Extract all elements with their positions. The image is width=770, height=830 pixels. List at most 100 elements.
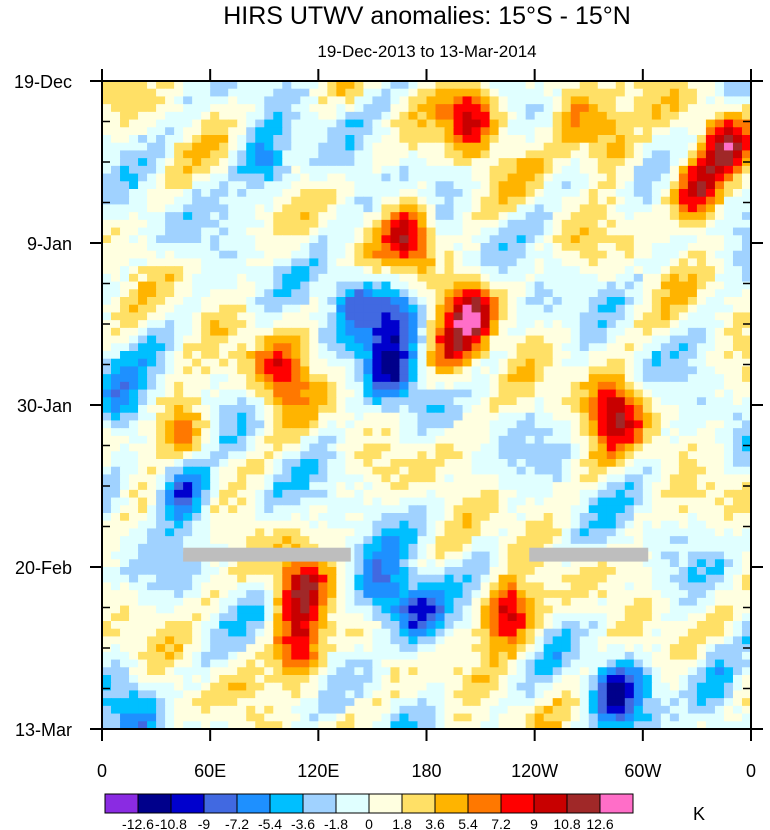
field-cell (363, 212, 374, 221)
field-cell (156, 351, 166, 360)
field-cell (426, 381, 437, 391)
field-cell (534, 343, 545, 352)
field-cell (129, 119, 139, 128)
field-cell (453, 443, 464, 452)
field-cell (390, 266, 401, 275)
field-cell (660, 219, 671, 229)
field-cell (282, 428, 292, 437)
field-cell (489, 273, 500, 283)
field-cell (606, 358, 617, 368)
field-cell (327, 567, 337, 576)
field-cell (741, 567, 752, 576)
field-cell (705, 574, 716, 584)
field-cell (219, 266, 229, 275)
field-cell (687, 196, 698, 206)
field-cell (444, 489, 455, 499)
field-cell (615, 196, 626, 206)
field-cell (705, 466, 716, 476)
field-cell (462, 343, 473, 352)
field-cell (381, 165, 392, 175)
field-cell (687, 420, 698, 429)
field-cell (597, 605, 608, 614)
field-cell (408, 374, 419, 383)
field-cell (651, 389, 662, 398)
field-cell (723, 351, 734, 360)
field-cell (723, 497, 734, 506)
field-cell (435, 189, 446, 198)
field-cell (300, 513, 310, 522)
field-cell (642, 165, 653, 175)
field-cell (417, 567, 428, 576)
field-cell (597, 81, 608, 90)
field-cell (291, 297, 301, 306)
field-cell (309, 536, 319, 545)
field-cell (156, 250, 166, 260)
field-cell (660, 459, 671, 468)
field-cell (381, 212, 392, 221)
field-cell (471, 111, 482, 121)
field-cell (237, 212, 247, 221)
field-cell (183, 289, 193, 298)
field-cell (147, 520, 157, 530)
field-cell (282, 343, 292, 352)
field-cell (111, 497, 121, 506)
field-cell (282, 358, 292, 368)
field-cell (552, 366, 563, 375)
field-cell (741, 466, 752, 476)
field-cell (705, 459, 716, 468)
field-cell (480, 289, 491, 298)
field-cell (381, 559, 392, 568)
field-cell (642, 397, 653, 406)
field-cell (426, 528, 437, 537)
field-cell (435, 451, 446, 460)
field-cell (255, 482, 265, 491)
field-cell (696, 119, 707, 128)
field-cell (363, 327, 374, 337)
field-cell (597, 88, 608, 98)
field-cell (606, 127, 617, 136)
field-cell (534, 235, 545, 244)
field-cell (696, 327, 707, 337)
field-cell (462, 358, 473, 368)
field-cell (444, 582, 455, 591)
field-cell (327, 273, 337, 283)
field-cell (678, 474, 689, 483)
field-cell (156, 451, 166, 460)
field-cell (138, 111, 148, 121)
field-cell (588, 397, 599, 406)
field-cell (426, 428, 437, 437)
field-cell (300, 304, 310, 314)
field-cell (345, 165, 355, 175)
field-cell (552, 412, 563, 422)
field-cell (390, 312, 401, 321)
field-cell (453, 559, 464, 568)
field-cell (192, 258, 202, 267)
field-cell (138, 127, 148, 136)
field-cell (516, 189, 527, 198)
field-cell (678, 127, 689, 136)
field-cell (291, 173, 301, 182)
field-cell (165, 605, 175, 614)
field-cell (327, 320, 337, 329)
field-cell (300, 281, 310, 290)
field-cell (534, 327, 545, 337)
field-cell (696, 304, 707, 314)
field-cell (588, 451, 599, 460)
field-cell (462, 435, 473, 445)
field-cell (201, 88, 211, 98)
field-cell (696, 142, 707, 152)
field-cell (336, 111, 346, 121)
field-cell (210, 466, 220, 476)
field-cell (588, 536, 599, 545)
field-cell (714, 551, 725, 560)
field-cell (507, 351, 518, 360)
field-cell (183, 536, 193, 545)
field-cell (417, 289, 428, 298)
field-cell (408, 135, 419, 144)
field-cell (156, 381, 166, 391)
field-cell (651, 96, 662, 105)
field-cell (192, 381, 202, 391)
field-cell (390, 351, 401, 360)
field-cell (651, 258, 662, 267)
field-cell (210, 204, 220, 213)
